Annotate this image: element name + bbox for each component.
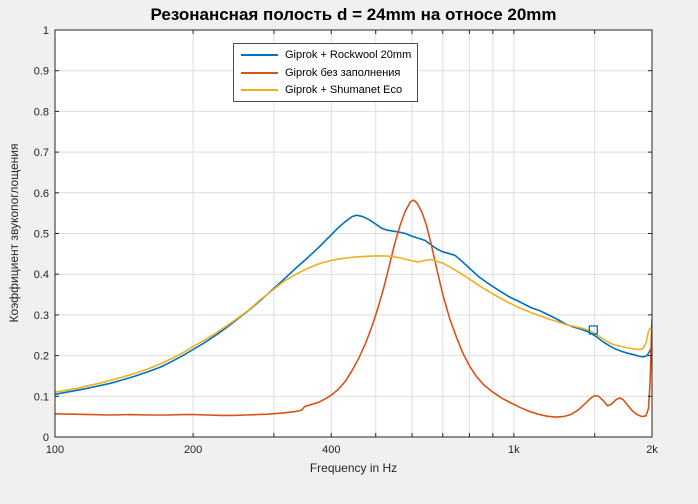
legend[interactable]: Giprok + Rockwool 20mm Giprok без заполн…: [233, 43, 418, 102]
y-tick-label: 0.9: [34, 66, 49, 78]
x-tick-label: 1k: [508, 444, 520, 456]
series-line-1: [55, 199, 652, 418]
legend-entry-empty: Giprok без заполнения: [234, 64, 417, 82]
y-tick-label: 0.8: [34, 106, 49, 118]
legend-entry-shumanet: Giprok + Shumanet Eco: [234, 81, 417, 99]
x-tick-label: 200: [184, 444, 202, 456]
x-tick-label: 2k: [646, 444, 658, 456]
legend-label: Giprok без заполнения: [285, 66, 401, 79]
x-tick-label: 400: [322, 444, 340, 456]
y-tick-label: 0.7: [34, 147, 49, 159]
selection-marker[interactable]: [588, 325, 598, 335]
x-axis-label: Frequency in Hz: [309, 461, 398, 475]
legend-line-sample-yellow: [241, 89, 278, 92]
y-tick-label: 0.6: [34, 188, 49, 200]
series-line-0: [55, 214, 652, 396]
y-tick-label: 0.3: [34, 310, 49, 322]
y-tick-label: 0: [43, 432, 49, 444]
y-axis-label: Коэффициент звукопоглощения: [7, 143, 21, 323]
y-tick-label: 0.1: [34, 391, 49, 403]
y-tick-label: 0.4: [34, 269, 49, 281]
legend-entry-rockwool: Giprok + Rockwool 20mm: [234, 46, 417, 64]
y-tick-label: 1: [43, 25, 49, 37]
y-tick-label: 0.5: [34, 229, 49, 241]
y-tick-label: 0.2: [34, 351, 49, 363]
chart-title: Резонансная полость d = 24mm на относе 2…: [150, 5, 557, 24]
legend-line-sample-blue: [241, 53, 278, 56]
series-line-2: [55, 255, 652, 393]
legend-label: Giprok + Rockwool 20mm: [285, 48, 412, 61]
x-tick-label: 100: [46, 444, 64, 456]
legend-line-sample-orange: [241, 71, 278, 74]
legend-label: Giprok + Shumanet Eco: [285, 84, 403, 97]
